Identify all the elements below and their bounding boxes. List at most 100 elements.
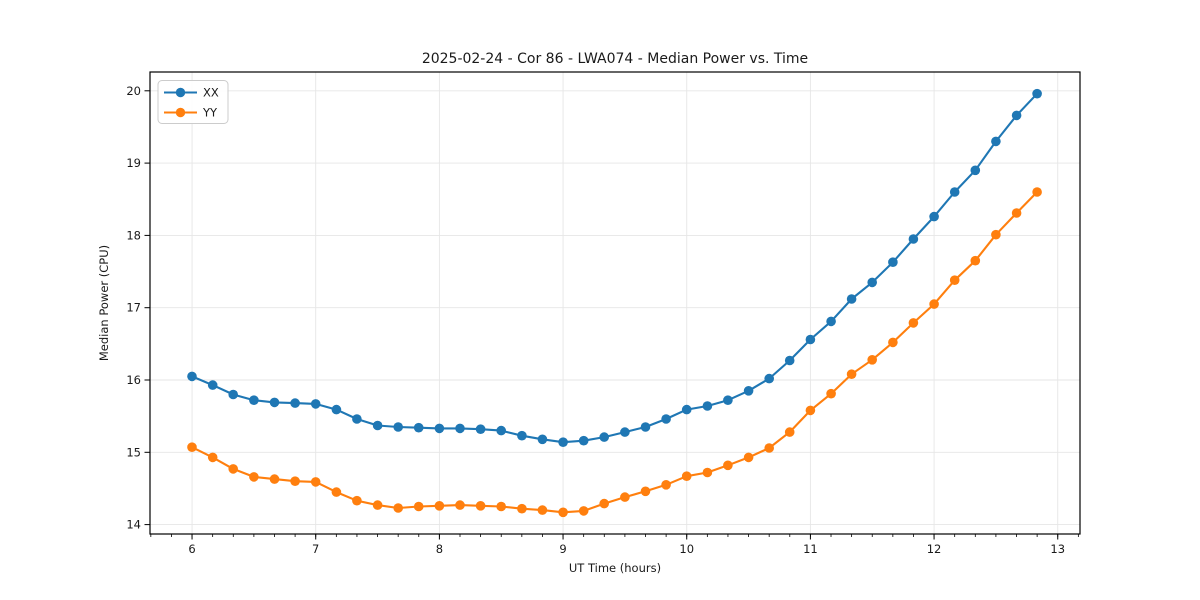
data-point — [599, 498, 609, 509]
data-point — [784, 355, 795, 366]
data-point — [1011, 208, 1022, 218]
data-point — [826, 388, 836, 399]
data-point — [393, 503, 404, 513]
data-point — [228, 389, 238, 400]
data-point — [867, 355, 877, 365]
data-point — [620, 427, 630, 437]
data-point — [207, 380, 218, 390]
data-point — [228, 464, 238, 474]
x-tick-label: 13 — [1050, 542, 1065, 556]
data-point — [413, 501, 424, 512]
data-point — [187, 442, 197, 453]
y-tick-label: 18 — [126, 228, 141, 242]
data-point — [517, 430, 527, 441]
series-xx — [187, 88, 1042, 448]
data-point — [496, 501, 507, 512]
x-tick-label: 10 — [679, 542, 694, 556]
data-point — [187, 371, 197, 382]
data-point — [970, 255, 981, 266]
data-point — [207, 452, 218, 463]
data-point — [640, 422, 651, 432]
data-point — [805, 405, 816, 416]
data-point — [846, 369, 857, 380]
data-point — [290, 398, 300, 408]
data-point — [372, 500, 383, 510]
data-point — [434, 423, 445, 434]
data-point — [991, 229, 1001, 240]
data-point — [826, 316, 836, 327]
data-point — [888, 337, 898, 348]
chart-title: 2025-02-24 - Cor 86 - LWA074 - Median Po… — [422, 51, 808, 67]
data-point — [578, 435, 589, 446]
data-point — [434, 501, 445, 511]
data-point — [620, 492, 630, 502]
data-point — [578, 506, 589, 516]
data-point — [352, 495, 362, 506]
data-point — [310, 399, 321, 409]
x-tick-label: 11 — [803, 542, 818, 556]
data-point — [949, 275, 960, 286]
data-point — [475, 424, 486, 435]
data-point — [331, 404, 342, 415]
data-point — [537, 505, 548, 515]
data-point — [743, 386, 754, 396]
data-point — [393, 422, 404, 432]
data-point — [1011, 110, 1022, 121]
data-point — [517, 503, 527, 514]
axes-frame — [149, 71, 1081, 535]
data-point — [558, 507, 568, 518]
data-point — [455, 500, 465, 510]
data-point — [1032, 187, 1042, 197]
data-point — [310, 477, 321, 487]
data-point — [249, 472, 259, 482]
grid-lines — [150, 72, 1080, 534]
data-point — [784, 427, 795, 437]
y-axis-label: Median Power (CPU) — [97, 245, 111, 361]
x-tick-label: 6 — [188, 542, 195, 556]
legend-marker-yy — [175, 107, 186, 118]
data-point — [929, 299, 939, 309]
data-point — [269, 397, 280, 408]
data-series — [187, 88, 1042, 518]
x-axis-label: UT Time (hours) — [569, 561, 661, 575]
tick-labels: 6 7 8 9 10 11 12 13 14 15 16 17 18 19 20 — [126, 84, 1065, 556]
data-point — [455, 423, 465, 434]
data-point — [764, 373, 774, 384]
legend-label-yy: YY — [202, 106, 218, 120]
data-point — [1032, 88, 1042, 99]
x-tick-label: 8 — [436, 542, 443, 556]
data-point — [599, 432, 609, 442]
data-point — [496, 425, 507, 436]
data-point — [640, 486, 651, 497]
data-point — [269, 474, 280, 484]
data-point — [702, 401, 713, 411]
data-point — [475, 501, 486, 511]
y-tick-label: 17 — [126, 301, 141, 315]
x-tick-label: 12 — [927, 542, 942, 556]
data-point — [352, 414, 362, 424]
data-point — [991, 136, 1001, 147]
data-point — [681, 404, 692, 415]
y-tick-label: 15 — [126, 445, 141, 459]
y-tick-label: 14 — [126, 518, 141, 532]
data-point — [537, 434, 548, 445]
data-point — [661, 480, 671, 490]
data-point — [764, 443, 774, 453]
data-point — [846, 294, 857, 304]
data-point — [723, 460, 733, 471]
data-point — [249, 395, 259, 406]
legend: XX YY — [157, 80, 229, 124]
y-tick-label: 16 — [126, 373, 141, 387]
data-point — [290, 476, 300, 487]
data-point — [413, 422, 424, 433]
data-point — [949, 187, 960, 197]
legend-item-xx: XX — [164, 86, 219, 100]
y-tick-label: 19 — [126, 156, 141, 170]
data-point — [929, 211, 939, 222]
axis-ticks — [144, 90, 1079, 540]
data-point — [372, 420, 383, 431]
data-point — [970, 165, 981, 176]
data-point — [723, 395, 733, 406]
